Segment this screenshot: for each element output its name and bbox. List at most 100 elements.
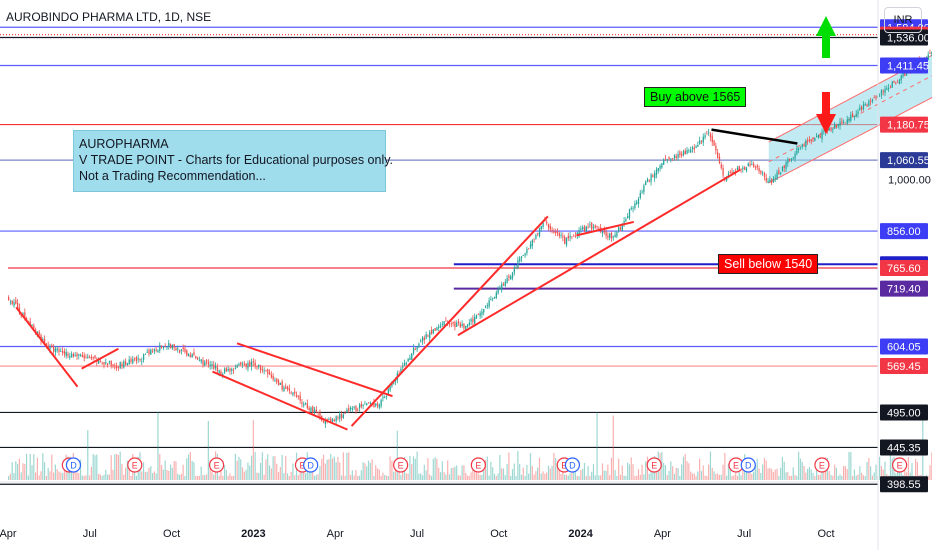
volume-bar bbox=[223, 465, 226, 480]
candle-body bbox=[862, 104, 865, 110]
volume-bar bbox=[335, 462, 337, 480]
candle-body bbox=[333, 420, 336, 421]
candle-body bbox=[621, 224, 623, 231]
volume-bar bbox=[369, 462, 371, 480]
volume-bar bbox=[432, 458, 434, 480]
volume-bar bbox=[515, 475, 517, 480]
candle-body bbox=[465, 326, 467, 330]
volume-bar bbox=[299, 465, 301, 480]
currency-button[interactable]: INR bbox=[884, 7, 922, 33]
buy-label: Buy above 1565 bbox=[644, 87, 747, 107]
volume-bar bbox=[614, 470, 616, 480]
candle-body bbox=[42, 339, 44, 342]
volume-bar bbox=[738, 469, 740, 480]
candle-body bbox=[178, 350, 181, 353]
candle-body bbox=[684, 150, 686, 154]
candle-body bbox=[681, 154, 683, 156]
candle-body bbox=[385, 395, 388, 397]
candle-body bbox=[186, 350, 188, 356]
candle-body bbox=[295, 394, 298, 397]
candle-body bbox=[81, 354, 84, 358]
volume-bar bbox=[265, 459, 267, 480]
volume-bar bbox=[686, 461, 688, 480]
candle-body bbox=[281, 381, 283, 390]
candle-body bbox=[8, 297, 10, 301]
candle-body bbox=[720, 164, 722, 168]
candle-body bbox=[267, 369, 269, 374]
candle-body bbox=[169, 344, 172, 348]
volume-bar bbox=[666, 475, 668, 480]
candle-body bbox=[256, 366, 258, 368]
volume-bar bbox=[389, 456, 391, 480]
price-badge-6 bbox=[880, 223, 928, 240]
candle-body bbox=[412, 348, 415, 354]
volume-bar bbox=[328, 459, 330, 480]
candle-body bbox=[85, 357, 87, 359]
candle-body bbox=[713, 140, 715, 146]
volume-bar bbox=[430, 475, 433, 480]
volume-bar bbox=[128, 462, 130, 480]
price-badge-4 bbox=[880, 116, 928, 133]
volume-bar bbox=[472, 465, 474, 480]
volume-bar bbox=[367, 460, 370, 480]
volume-bar bbox=[193, 462, 195, 480]
volume-bar bbox=[564, 474, 566, 480]
candle-body bbox=[448, 323, 451, 325]
volume-bar bbox=[202, 475, 204, 480]
candle-body bbox=[655, 169, 658, 175]
volume-bar bbox=[857, 474, 859, 480]
volume-bar bbox=[688, 463, 690, 480]
candle-body bbox=[729, 172, 731, 174]
volume-bar bbox=[879, 456, 881, 480]
candle-body bbox=[204, 361, 206, 366]
candle-body bbox=[34, 329, 37, 332]
candle-body bbox=[297, 395, 300, 397]
candle-body bbox=[270, 374, 273, 378]
candle-body bbox=[15, 300, 17, 304]
candle-body bbox=[250, 361, 253, 367]
volume-bar bbox=[641, 464, 643, 480]
volume-bar bbox=[612, 415, 614, 480]
candle-body bbox=[38, 332, 40, 336]
candle-body bbox=[587, 226, 589, 228]
candle-body bbox=[675, 156, 677, 158]
candle-body bbox=[180, 349, 183, 351]
candle-body bbox=[715, 145, 717, 151]
volume-bar bbox=[153, 471, 155, 480]
volume-bar bbox=[373, 475, 375, 480]
candle-body bbox=[560, 234, 562, 236]
volume-bar bbox=[601, 463, 604, 480]
candle-body bbox=[799, 146, 802, 148]
volume-bar bbox=[227, 475, 229, 480]
candle-body bbox=[486, 305, 488, 307]
candle-body bbox=[315, 409, 318, 412]
volume-bar bbox=[904, 462, 906, 480]
volume-bar bbox=[360, 470, 362, 480]
candle-body bbox=[769, 180, 771, 183]
candle-body bbox=[479, 313, 481, 317]
volume-bar bbox=[870, 466, 872, 480]
volume-bar bbox=[873, 472, 875, 480]
volume-bar bbox=[706, 475, 708, 480]
volume-bar bbox=[610, 457, 613, 480]
candle-body bbox=[441, 324, 444, 325]
volume-bar bbox=[598, 475, 600, 480]
volume-bar bbox=[409, 455, 411, 480]
candle-body bbox=[765, 177, 767, 182]
candle-body bbox=[60, 351, 62, 352]
candle-body bbox=[888, 87, 890, 89]
candle-body bbox=[886, 88, 888, 90]
candle-body bbox=[727, 173, 730, 177]
volume-bar bbox=[447, 460, 449, 480]
price-badge-label-11: 569.45 bbox=[887, 361, 921, 373]
volume-bar bbox=[43, 462, 46, 480]
candle-body bbox=[191, 354, 193, 358]
volume-bar bbox=[783, 461, 785, 480]
volume-bar bbox=[135, 475, 137, 480]
candle-body bbox=[346, 409, 348, 413]
candle-body bbox=[731, 171, 733, 175]
candle-body bbox=[875, 96, 877, 99]
volume-bar bbox=[763, 458, 766, 480]
volume-bar bbox=[249, 465, 251, 480]
